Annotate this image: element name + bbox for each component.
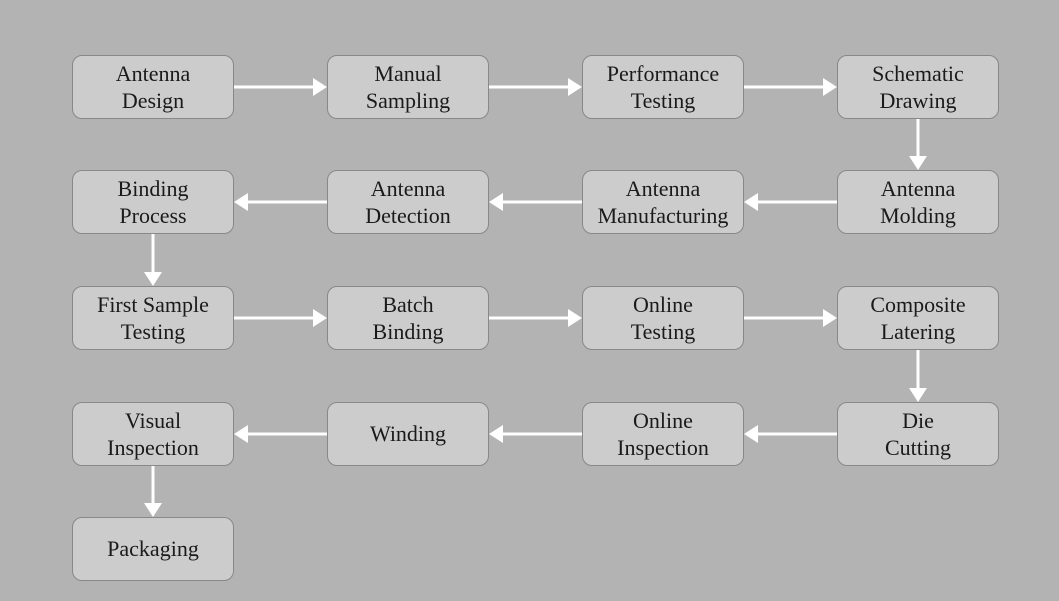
flow-node-n14: Online Inspection bbox=[582, 402, 744, 466]
flow-arrow bbox=[477, 422, 594, 446]
flow-node-label: Batch Binding bbox=[373, 291, 444, 346]
flow-node-n4: Schematic Drawing bbox=[837, 55, 999, 119]
flow-node-label: First Sample Testing bbox=[97, 291, 209, 346]
flow-arrow bbox=[732, 75, 849, 99]
flow-node-n15: Winding bbox=[327, 402, 489, 466]
flow-arrow bbox=[732, 190, 849, 214]
flow-node-n3: Performance Testing bbox=[582, 55, 744, 119]
flow-node-label: Online Testing bbox=[631, 291, 695, 346]
flow-node-n7: Antenna Detection bbox=[327, 170, 489, 234]
flow-node-label: Antenna Molding bbox=[880, 175, 956, 230]
flow-node-label: Visual Inspection bbox=[107, 407, 199, 462]
flow-node-label: Binding Process bbox=[118, 175, 189, 230]
flow-arrow bbox=[222, 75, 339, 99]
flow-arrow bbox=[477, 306, 594, 330]
flow-node-n12: Composite Latering bbox=[837, 286, 999, 350]
flow-node-label: Die Cutting bbox=[885, 407, 951, 462]
flow-arrow bbox=[222, 306, 339, 330]
flow-node-n8: Binding Process bbox=[72, 170, 234, 234]
flow-node-label: Performance Testing bbox=[607, 60, 719, 115]
flow-node-n2: Manual Sampling bbox=[327, 55, 489, 119]
flow-node-n6: Antenna Manufacturing bbox=[582, 170, 744, 234]
flow-arrow bbox=[477, 75, 594, 99]
flow-node-n1: Antenna Design bbox=[72, 55, 234, 119]
flow-arrow bbox=[732, 306, 849, 330]
flow-node-n11: Online Testing bbox=[582, 286, 744, 350]
flow-arrow bbox=[477, 190, 594, 214]
flow-node-label: Manual Sampling bbox=[366, 60, 450, 115]
flow-node-n17: Packaging bbox=[72, 517, 234, 581]
flow-node-n13: Die Cutting bbox=[837, 402, 999, 466]
flow-node-label: Packaging bbox=[107, 535, 199, 563]
flow-node-n5: Antenna Molding bbox=[837, 170, 999, 234]
flow-node-label: Winding bbox=[370, 420, 446, 448]
flow-arrow bbox=[222, 190, 339, 214]
flow-arrow bbox=[222, 422, 339, 446]
flow-node-label: Antenna Manufacturing bbox=[598, 175, 729, 230]
flow-node-n16: Visual Inspection bbox=[72, 402, 234, 466]
flow-arrow bbox=[732, 422, 849, 446]
flow-node-label: Schematic Drawing bbox=[872, 60, 964, 115]
flow-node-n9: First Sample Testing bbox=[72, 286, 234, 350]
flow-node-label: Composite Latering bbox=[870, 291, 965, 346]
flow-node-label: Antenna Detection bbox=[365, 175, 451, 230]
flow-node-label: Online Inspection bbox=[617, 407, 709, 462]
flow-node-n10: Batch Binding bbox=[327, 286, 489, 350]
flow-node-label: Antenna Design bbox=[116, 60, 191, 115]
